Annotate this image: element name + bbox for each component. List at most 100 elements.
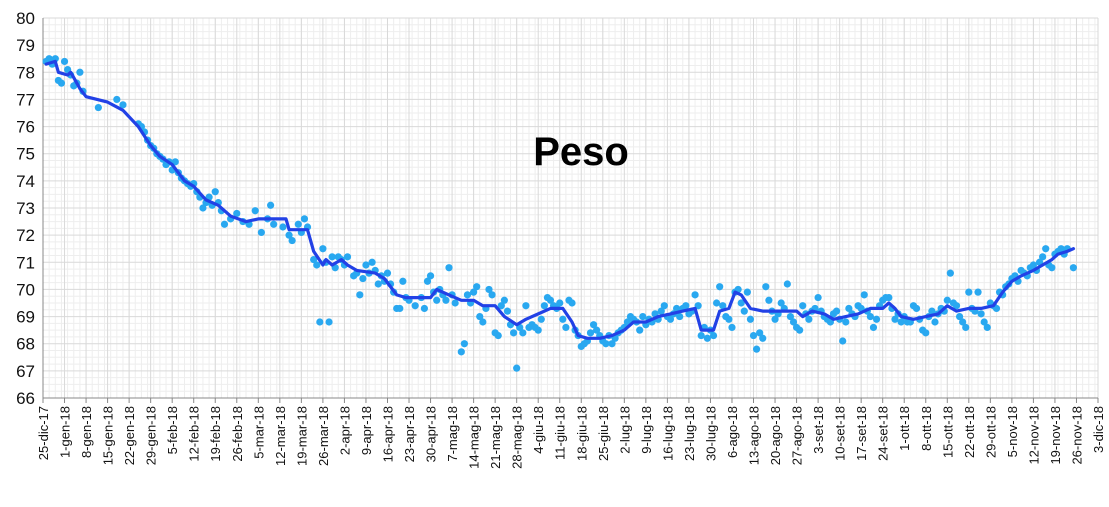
- y-tick-label: 74: [16, 172, 35, 191]
- data-point: [362, 261, 370, 269]
- data-point: [589, 321, 598, 329]
- data-point: [503, 307, 512, 315]
- data-point: [977, 310, 985, 318]
- data-point: [500, 296, 508, 304]
- data-point: [657, 307, 665, 315]
- data-point: [343, 253, 352, 261]
- x-tick-label: 8-gen-18: [79, 406, 94, 458]
- data-point: [383, 269, 392, 277]
- x-tick-label: 28-mag-18: [510, 406, 525, 469]
- data-point: [45, 55, 53, 63]
- x-tick-label: 3-dic-18: [1091, 406, 1106, 453]
- trend-line-group: [44, 59, 1076, 340]
- data-point: [725, 315, 733, 323]
- data-point: [762, 283, 770, 291]
- x-tick-label: 8-ott-18: [919, 406, 934, 451]
- data-point: [426, 272, 435, 280]
- data-point: [568, 299, 576, 307]
- data-point: [885, 293, 893, 302]
- x-tick-label: 13-ago-18: [747, 406, 762, 465]
- data-point: [537, 315, 545, 323]
- data-point: [211, 188, 219, 196]
- y-axis-tick-labels: 66 67 68 69 70 71 72 73 74 75 76 77 78 79 80: [16, 9, 35, 408]
- weight-measurement-points: [42, 55, 1077, 372]
- data-point: [928, 307, 936, 315]
- x-tick-label: 7-mag-18: [445, 406, 460, 462]
- data-point: [113, 95, 121, 104]
- x-tick-label: 18-giu-18: [574, 406, 589, 461]
- data-point: [423, 277, 432, 285]
- data-point: [765, 296, 773, 304]
- x-tick-label: 5-nov-18: [1005, 406, 1020, 457]
- data-point: [660, 302, 668, 310]
- x-tick-label: 12-mar-18: [273, 406, 288, 466]
- x-tick-label: 3-set-18: [811, 406, 826, 454]
- data-point: [546, 296, 555, 304]
- data-point: [759, 334, 767, 342]
- data-point: [746, 315, 755, 323]
- x-tick-label: 2-apr-18: [337, 406, 352, 455]
- data-point: [257, 228, 265, 237]
- data-point: [1069, 264, 1077, 272]
- data-point: [497, 302, 505, 310]
- y-tick-label: 78: [16, 63, 35, 82]
- data-point: [562, 323, 570, 332]
- data-point: [959, 318, 967, 326]
- x-tick-label: 26-mar-18: [316, 406, 331, 466]
- x-tick-label: 4-giu-18: [531, 406, 546, 454]
- data-point: [845, 304, 853, 313]
- data-point: [931, 318, 939, 326]
- x-tick-label: 1-ott-18: [897, 406, 912, 451]
- data-point: [1057, 245, 1065, 253]
- data-point: [839, 337, 847, 345]
- data-point: [313, 261, 321, 269]
- y-tick-label: 73: [16, 199, 35, 218]
- data-point: [777, 299, 785, 307]
- data-point: [267, 201, 275, 209]
- y-tick-label: 72: [16, 226, 35, 245]
- x-tick-label: 5-mar-18: [251, 406, 266, 459]
- x-tick-label: 29-ott-18: [983, 406, 998, 458]
- y-tick-label: 77: [16, 90, 35, 109]
- data-point: [713, 299, 721, 307]
- data-point: [319, 245, 327, 253]
- x-tick-label: 14-mag-18: [467, 406, 482, 469]
- data-point: [912, 304, 921, 313]
- data-point: [119, 101, 127, 109]
- data-point: [325, 318, 333, 326]
- y-tick-label: 68: [16, 335, 35, 354]
- x-tick-label: 11-giu-18: [553, 406, 568, 460]
- data-point: [270, 220, 278, 228]
- x-tick-label: 9-lug-18: [639, 406, 654, 454]
- data-point: [962, 323, 970, 332]
- data-point: [832, 307, 841, 315]
- data-point: [479, 318, 487, 326]
- data-point: [76, 68, 84, 76]
- x-tick-label: 30-apr-18: [424, 406, 439, 462]
- data-point: [522, 302, 530, 310]
- data-point: [94, 103, 102, 112]
- x-tick-label: 16-apr-18: [380, 406, 395, 462]
- data-point: [220, 220, 229, 228]
- data-point: [460, 340, 468, 348]
- y-tick-label: 76: [16, 118, 35, 137]
- data-point: [756, 329, 764, 337]
- data-point: [279, 223, 287, 231]
- data-point: [586, 329, 595, 337]
- data-point: [316, 318, 324, 326]
- chart-title: Peso: [533, 130, 629, 174]
- data-point: [396, 304, 404, 313]
- x-tick-label: 21-mag-18: [488, 406, 503, 469]
- data-point: [697, 331, 705, 340]
- data-point: [922, 329, 930, 337]
- data-point: [485, 285, 493, 294]
- x-tick-label: 6-ago-18: [725, 406, 740, 458]
- data-point: [368, 258, 376, 266]
- x-tick-label: 15-gen-18: [101, 406, 116, 465]
- data-point: [473, 283, 481, 291]
- data-point: [233, 209, 241, 218]
- y-tick-label: 75: [16, 145, 35, 164]
- x-tick-label: 12-feb-18: [187, 406, 202, 462]
- data-point: [411, 302, 419, 310]
- data-point: [199, 204, 207, 212]
